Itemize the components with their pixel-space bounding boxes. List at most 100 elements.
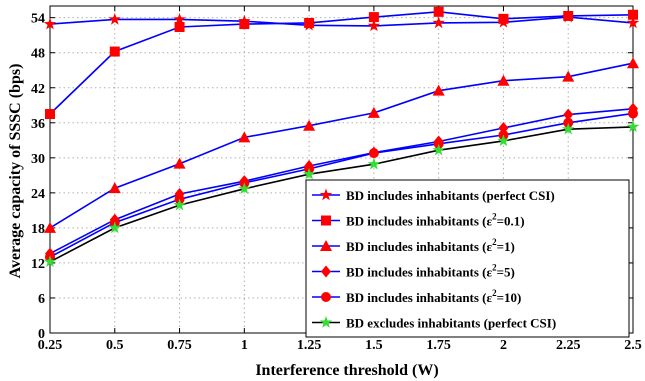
- legend-marker: [321, 265, 331, 278]
- legend-label-superscript: 2: [492, 212, 497, 222]
- x-tick-label: 0.5: [106, 338, 124, 353]
- legend-item: BD includes inhabitants (ε2=0.1): [312, 212, 525, 229]
- data-point: [628, 108, 638, 119]
- data-point: [497, 134, 510, 147]
- x-tick-label: 1.5: [365, 338, 383, 353]
- data-point: [174, 22, 185, 33]
- data-point: [239, 19, 250, 30]
- data-point: [303, 119, 316, 131]
- x-tick-label: 1.25: [297, 338, 322, 353]
- series-1: [43, 10, 640, 32]
- series-layer: [43, 6, 640, 267]
- series-6: [43, 120, 640, 267]
- data-point: [108, 182, 121, 194]
- data-point: [304, 17, 315, 28]
- x-tick-label: 2: [500, 338, 507, 353]
- x-tick-label: 2.25: [556, 338, 581, 353]
- series-line: [49, 126, 634, 263]
- data-point: [367, 157, 381, 170]
- legend: BD includes inhabitants (perfect CSI) BD …: [305, 179, 630, 338]
- data-point: [627, 57, 639, 69]
- data-point: [44, 221, 56, 233]
- data-point: [498, 13, 509, 24]
- data-point: [432, 84, 445, 96]
- legend-label-superscript: 2: [492, 263, 497, 273]
- data-point: [173, 198, 186, 211]
- data-point: [108, 12, 121, 25]
- legend-item: BD excludes inhabitants (perfect CSI): [312, 316, 556, 331]
- series-line: [49, 112, 634, 258]
- y-tick-label: 12: [31, 257, 45, 272]
- data-point: [432, 143, 445, 156]
- legend-label-superscript: 2: [492, 288, 497, 298]
- data-point: [367, 19, 381, 32]
- legend-item: BD includes inhabitants (ε2=5): [312, 263, 515, 280]
- legend-label-text: BD includes inhabitants (ε: [346, 239, 493, 254]
- x-tick-label: 1: [241, 338, 248, 353]
- data-point: [302, 167, 316, 180]
- series-line: [49, 16, 634, 27]
- data-point: [628, 9, 638, 20]
- legend-label: BD includes inhabitants (ε2=1): [346, 237, 515, 254]
- legend-item: BD includes inhabitants (ε2=1): [312, 237, 515, 254]
- x-tick-label: 1.75: [426, 338, 451, 353]
- legend-label-text: BD includes inhabitants (perfect CSI): [346, 188, 555, 203]
- legend-label: BD excludes inhabitants (perfect CSI): [346, 316, 556, 331]
- data-point: [626, 16, 640, 29]
- data-point: [43, 17, 57, 30]
- series-3: [44, 57, 639, 233]
- legend-label-text: BD includes inhabitants (ε: [346, 214, 493, 229]
- legend-label: BD includes inhabitants (ε2=10): [346, 288, 521, 305]
- y-tick-label: 42: [31, 82, 45, 97]
- x-axis-label: Interference threshold (W): [255, 362, 438, 379]
- legend-label-superscript: 2: [492, 237, 497, 247]
- y-tick-label: 24: [31, 187, 45, 202]
- legend-label-text: =1): [497, 239, 515, 254]
- data-point: [562, 122, 575, 135]
- data-point: [368, 12, 379, 23]
- legend-label-text: =5): [497, 265, 515, 280]
- y-axis-label: Average capacity of SSSC (bps): [7, 64, 24, 279]
- legend-marker: [321, 215, 331, 226]
- data-point: [238, 182, 251, 194]
- x-tick-label: 0.25: [38, 338, 63, 353]
- data-point: [173, 12, 186, 25]
- x-tick-label: 2.5: [624, 338, 642, 353]
- legend-marker: [319, 188, 333, 201]
- y-tick-label: 36: [31, 117, 45, 132]
- data-point: [562, 70, 575, 82]
- data-point: [433, 6, 444, 17]
- y-tick-label: 48: [31, 47, 45, 62]
- legend-label-text: =10): [497, 290, 522, 305]
- legend-label-text: BD includes inhabitants (ε: [346, 265, 493, 280]
- data-point: [497, 74, 510, 86]
- legend-label-text: BD excludes inhabitants (perfect CSI): [346, 316, 556, 331]
- legend-item: BD includes inhabitants (ε2=10): [312, 288, 521, 305]
- y-tick-label: 6: [38, 292, 45, 307]
- legend-label: BD includes inhabitants (ε2=5): [346, 263, 515, 280]
- data-point: [368, 148, 379, 159]
- data-point: [563, 108, 574, 121]
- data-point: [43, 255, 57, 267]
- data-point: [367, 106, 380, 118]
- data-point: [238, 131, 251, 143]
- data-point: [626, 120, 640, 133]
- data-point: [109, 46, 120, 57]
- series-line: [49, 108, 634, 255]
- legend-marker: [320, 240, 332, 251]
- series-2: [45, 6, 638, 120]
- data-point: [108, 221, 121, 234]
- legend-item: BD includes inhabitants (perfect CSI): [312, 188, 555, 203]
- y-tick-label: 54: [31, 12, 45, 27]
- legend-label: BD includes inhabitants (perfect CSI): [346, 188, 555, 203]
- legend-marker: [321, 292, 331, 302]
- legend-label-text: BD includes inhabitants (ε: [346, 290, 493, 305]
- y-tick-label: 18: [31, 222, 45, 237]
- legend-label: BD includes inhabitants (ε2=0.1): [346, 212, 525, 229]
- data-point: [45, 109, 55, 120]
- x-tick-label: 0.75: [167, 338, 192, 353]
- data-point: [173, 157, 186, 169]
- legend-marker: [319, 316, 333, 328]
